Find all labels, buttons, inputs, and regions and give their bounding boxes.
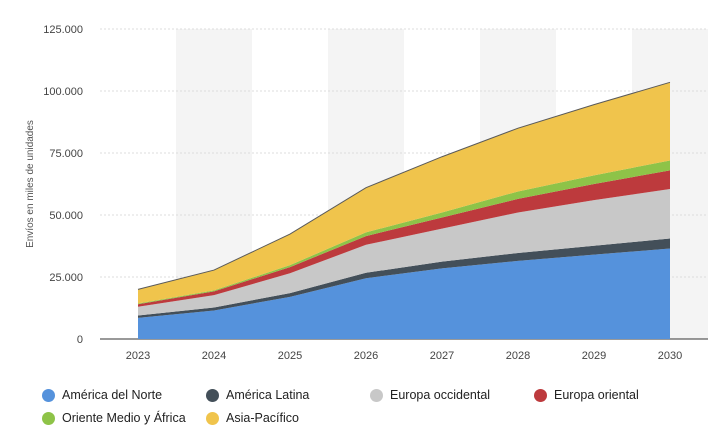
legend-item-europa-oriental[interactable]: Europa oriental (534, 388, 698, 402)
x-tick-label: 2024 (202, 350, 226, 362)
area-europa-occidental[interactable] (138, 188, 670, 316)
x-tick-label: 2027 (430, 350, 454, 362)
area-europa-oriental[interactable] (138, 170, 670, 307)
legend-label: Europa occidental (390, 388, 491, 402)
x-tick-label: 2023 (126, 350, 150, 362)
y-tick-label: 0 (77, 334, 83, 346)
area-america-del-norte[interactable] (138, 248, 670, 339)
x-tick-label: 2025 (278, 350, 302, 362)
y-tick-label: 125.000 (43, 24, 83, 36)
legend-item-asia-pacifico[interactable]: Asia-Pacífico (206, 411, 370, 425)
y-axis-ticks: 0 25.000 50.000 75.000 100.000 125.000 (43, 24, 83, 346)
legend-swatch-icon (42, 411, 55, 425)
x-tick-label: 2028 (506, 350, 530, 362)
x-tick-label: 2030 (658, 350, 682, 362)
legend-label: América Latina (226, 388, 310, 402)
legend-item-america-latina[interactable]: América Latina (206, 388, 370, 402)
y-tick-label: 75.000 (49, 148, 83, 160)
legend-label: América del Norte (62, 388, 163, 402)
area-oriente-medio-y-africa[interactable] (138, 160, 670, 305)
x-tick-label: 2026 (354, 350, 378, 362)
legend-item-oriente-medio-y-africa[interactable]: Oriente Medio y África (42, 411, 206, 425)
legend-item-america-del-norte[interactable]: América del Norte (42, 388, 206, 402)
legend-item-europa-occidental[interactable]: Europa occidental (370, 388, 534, 402)
total-outline (137, 81, 671, 290)
legend-label: Europa oriental (554, 388, 639, 402)
x-axis-ticks: 2023 2024 2025 2026 2027 2028 2029 2030 (126, 350, 682, 362)
legend-swatch-icon (42, 388, 55, 402)
legend: América del Norte América Latina Europa oc… (42, 388, 702, 425)
area-america-latina[interactable] (138, 238, 670, 318)
y-tick-label: 100.000 (43, 86, 83, 98)
legend-swatch-icon (534, 388, 547, 402)
x-tick-label: 2029 (582, 350, 606, 362)
y-tick-label: 50.000 (49, 210, 83, 222)
y-tick-label: 25.000 (49, 272, 83, 284)
legend-label: Asia-Pacífico (226, 411, 299, 425)
area-asia-pacifico[interactable] (138, 82, 670, 304)
stacked-areas (137, 81, 671, 339)
legend-label: Oriente Medio y África (62, 411, 186, 425)
legend-swatch-icon (206, 388, 219, 402)
legend-swatch-icon (370, 388, 383, 402)
y-axis-label: Envíos en miles de unidades (25, 120, 36, 248)
legend-swatch-icon (206, 411, 219, 425)
